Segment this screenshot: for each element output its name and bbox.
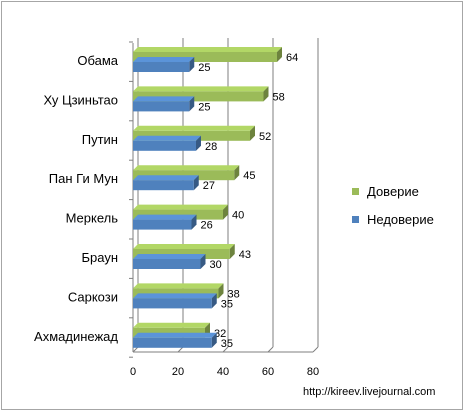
- data-label: 52: [259, 131, 271, 143]
- x-tick-label: 80: [307, 366, 319, 378]
- bar-top-face: [133, 293, 217, 299]
- bar-front-face: [133, 91, 264, 102]
- legend-swatch-trust: [352, 187, 359, 195]
- data-label: 25: [198, 62, 210, 74]
- category-label: Ху Цзиньтао: [43, 92, 118, 107]
- legend-label-distrust: Недоверие: [367, 211, 434, 227]
- legend: Доверие Недоверие: [352, 182, 434, 238]
- bar-top-face: [133, 96, 195, 102]
- bar-distrust: 27: [133, 175, 215, 192]
- bar-trust: 64: [133, 47, 298, 64]
- grid-line-floor: [222, 346, 229, 353]
- bar-distrust: 25: [133, 96, 211, 113]
- bar-top-face: [133, 57, 195, 62]
- data-label: 43: [239, 249, 251, 261]
- grid-line-floor: [312, 346, 319, 353]
- category-labels: Обама Ху Цзиньтао Путин Пан Ги Мун Меркель Бр…: [34, 53, 119, 344]
- bar-front-face: [133, 298, 212, 309]
- bar-side-face: [200, 254, 206, 269]
- tick-labels: 0 20 40 60 80: [130, 366, 319, 378]
- data-label: 25: [198, 101, 210, 113]
- data-label: 40: [232, 210, 244, 222]
- category-label: Путин: [82, 132, 118, 147]
- bar-front-face: [133, 259, 201, 269]
- bar-top-face: [133, 214, 197, 220]
- bar-side-face: [211, 293, 217, 309]
- bar-distrust: 26: [133, 214, 213, 232]
- bar-side-face: [223, 204, 228, 220]
- bar-trust: 58: [133, 86, 285, 103]
- data-label: 32: [214, 328, 226, 340]
- bar-top-face: [133, 165, 240, 171]
- grid-line-floor: [267, 346, 274, 353]
- bar-front-face: [133, 62, 190, 72]
- bar-distrust: 25: [133, 57, 211, 74]
- bar-top-face: [133, 86, 269, 92]
- category-label: Браун: [81, 250, 118, 265]
- bar-side-face: [191, 214, 197, 230]
- bar-side-face: [189, 57, 195, 72]
- x-tick-label: 60: [262, 366, 274, 378]
- x-tick-label: 20: [172, 366, 184, 378]
- data-label: 58: [273, 91, 285, 103]
- bar-top-face: [133, 47, 282, 52]
- data-label: 35: [221, 298, 233, 310]
- data-label: 26: [201, 220, 213, 232]
- watermark: http://kireev.livejournal.com: [303, 386, 436, 398]
- data-label: 27: [203, 180, 215, 192]
- category-label: Саркози: [68, 289, 118, 304]
- bar-front-face: [133, 140, 196, 151]
- bar-top-face: [133, 254, 206, 259]
- category-label: Обама: [77, 53, 118, 68]
- bar-front-face: [133, 337, 212, 348]
- bar-distrust: 35: [133, 332, 233, 350]
- legend-label-trust: Доверие: [367, 183, 419, 199]
- bar-front-face: [133, 101, 190, 112]
- bar-front-face: [133, 219, 192, 230]
- bar-top-face: [133, 244, 235, 249]
- bar-top-face: [133, 283, 224, 289]
- category-label: Меркель: [66, 211, 119, 226]
- bar-top-face: [133, 175, 199, 181]
- bar-side-face: [193, 175, 199, 191]
- bar-side-face: [229, 244, 235, 259]
- data-label: 30: [210, 259, 222, 271]
- bar-side-face: [234, 165, 240, 181]
- category-label: Ахмадинежад: [34, 329, 118, 344]
- grid-line-floor: [132, 346, 139, 353]
- bar-front-face: [133, 52, 277, 62]
- data-label: 35: [221, 338, 233, 350]
- grid-line-floor: [177, 346, 184, 353]
- bar-side-face: [196, 135, 201, 151]
- category-label: Пан Ги Мун: [49, 171, 118, 186]
- data-label: 45: [243, 170, 255, 182]
- bar-top-face: [133, 135, 201, 141]
- legend-swatch-distrust: [352, 215, 359, 223]
- data-label: 64: [286, 52, 298, 64]
- bar-distrust: 35: [133, 293, 233, 310]
- bar-side-face: [211, 332, 217, 348]
- x-tick-label: 0: [130, 366, 136, 378]
- bar-side-face: [263, 86, 269, 102]
- data-label: 38: [228, 288, 240, 300]
- data-label: 28: [205, 141, 217, 153]
- bar-side-face: [189, 96, 195, 112]
- bar-front-face: [133, 180, 194, 191]
- legend-item-distrust: Недоверие: [352, 210, 434, 228]
- bar-side-face: [250, 125, 255, 141]
- bar-top-face: [133, 204, 228, 210]
- bar-top-face: [133, 125, 255, 131]
- bar-side-face: [277, 47, 282, 62]
- legend-item-trust: Доверие: [352, 182, 434, 200]
- bar-side-face: [218, 283, 224, 299]
- bar-distrust: 28: [133, 135, 217, 153]
- bar-top-face: [133, 332, 217, 338]
- bar-top-face: [133, 322, 210, 328]
- bar-distrust: 30: [133, 254, 222, 271]
- x-tick-label: 40: [217, 366, 229, 378]
